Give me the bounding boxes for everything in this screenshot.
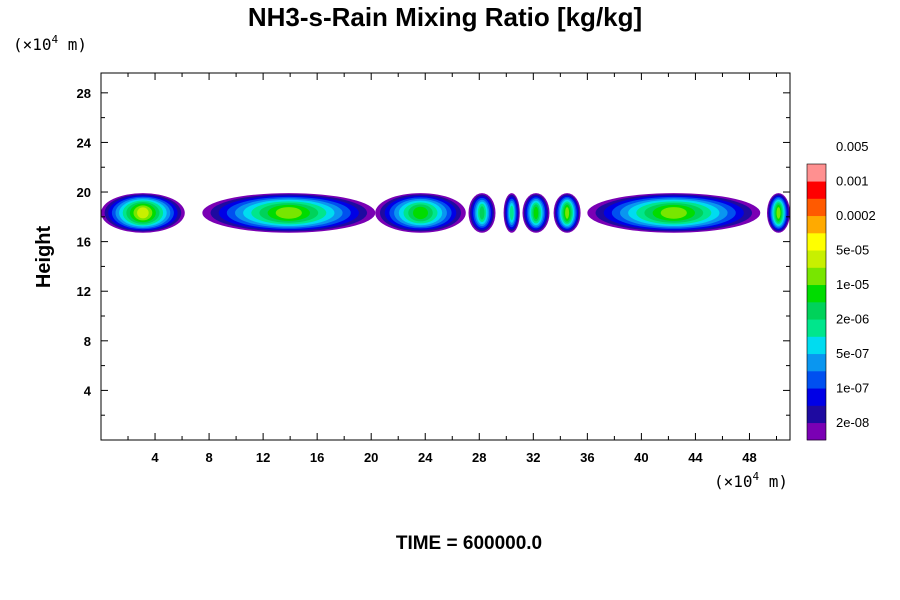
- y-tick-label: 16: [77, 235, 91, 250]
- contour-level: [565, 207, 570, 219]
- colorbar-swatch: [807, 215, 826, 234]
- x-tick-label: 48: [742, 450, 756, 465]
- y-tick-label: 20: [77, 185, 91, 200]
- time-label: TIME = 600000.0: [396, 533, 542, 554]
- x-unit-exponent: 4: [753, 470, 760, 483]
- y-tick-label: 4: [84, 383, 92, 398]
- y-tick-label: 8: [84, 334, 91, 349]
- y-unit-prefix: (×10: [13, 35, 52, 54]
- contour-level: [660, 207, 687, 219]
- x-unit-suffix: m): [759, 472, 788, 491]
- colorbar-swatch: [807, 319, 826, 337]
- x-tick-label: 40: [634, 450, 648, 465]
- colorbar-swatch: [807, 198, 826, 217]
- contour-level: [776, 207, 781, 219]
- contour-level: [479, 206, 485, 220]
- colorbar-label: 1e-07: [836, 380, 869, 395]
- chart-title: NH3-s-Rain Mixing Ratio [kg/kg]: [248, 2, 642, 32]
- x-tick-label: 32: [526, 450, 540, 465]
- colorbar-swatch: [807, 405, 826, 424]
- x-tick-label: 44: [688, 450, 703, 465]
- colorbar-swatch: [807, 250, 826, 268]
- x-axis-unit: (×104 m): [714, 470, 788, 491]
- colorbar-label: 0.005: [836, 139, 869, 154]
- contour-level: [509, 205, 514, 221]
- x-tick-label: 4: [151, 450, 159, 465]
- colorbar-label: 0.001: [836, 173, 869, 188]
- colorbar-label: 0.0002: [836, 208, 876, 223]
- colorbar-swatch: [807, 388, 826, 406]
- y-tick-label: 24: [77, 135, 92, 150]
- x-tick-label: 20: [364, 450, 378, 465]
- colorbar-swatch: [807, 233, 826, 251]
- x-tick-label: 36: [580, 450, 594, 465]
- contour-level: [137, 207, 149, 219]
- colorbar-label: 2e-06: [836, 311, 869, 326]
- contour-level: [413, 206, 428, 220]
- colorbar-swatch: [807, 371, 826, 389]
- x-axis: 4 8 12 16 20 24 28 32 36 40 44 48: [127, 73, 777, 465]
- x-tick-label: 16: [310, 450, 324, 465]
- colorbar-label: 1e-05: [836, 277, 869, 292]
- colorbar-swatch: [807, 284, 826, 303]
- y-unit-exponent: 4: [52, 33, 59, 46]
- colorbar-swatch: [807, 164, 826, 182]
- colorbar-swatch: [807, 302, 826, 320]
- y-axis-unit: (×104 m): [13, 33, 87, 54]
- colorbar-swatch: [807, 267, 826, 286]
- y-tick-label: 28: [77, 86, 91, 101]
- contour-field: [101, 193, 790, 233]
- x-tick-label: 28: [472, 450, 486, 465]
- colorbar-swatch: [807, 422, 826, 441]
- colorbar-label: 5e-07: [836, 346, 869, 361]
- colorbar-swatch: [807, 181, 826, 199]
- y-tick-label: 12: [77, 284, 91, 299]
- x-tick-label: 24: [418, 450, 433, 465]
- colorbar: 2e-08 1e-07 5e-07 2e-06 1e-05 5e-05 0.0002 0.00…: [806, 139, 876, 441]
- plot-frame: [100, 72, 791, 441]
- y-unit-suffix: m): [58, 35, 87, 54]
- contour-level: [533, 206, 539, 220]
- colorbar-label: 2e-08: [836, 415, 869, 430]
- colorbar-label: 5e-05: [836, 242, 869, 257]
- y-axis-label: Height: [33, 226, 55, 289]
- x-tick-label: 8: [205, 450, 212, 465]
- colorbar-frame: [806, 163, 827, 441]
- x-unit-prefix: (×10: [714, 472, 753, 491]
- colorbar-swatch: [807, 336, 826, 355]
- colorbar-swatch: [807, 353, 826, 372]
- contour-level: [275, 207, 302, 219]
- y-axis: 4 8 12 16 20 24 28: [77, 86, 790, 416]
- x-tick-label: 12: [256, 450, 270, 465]
